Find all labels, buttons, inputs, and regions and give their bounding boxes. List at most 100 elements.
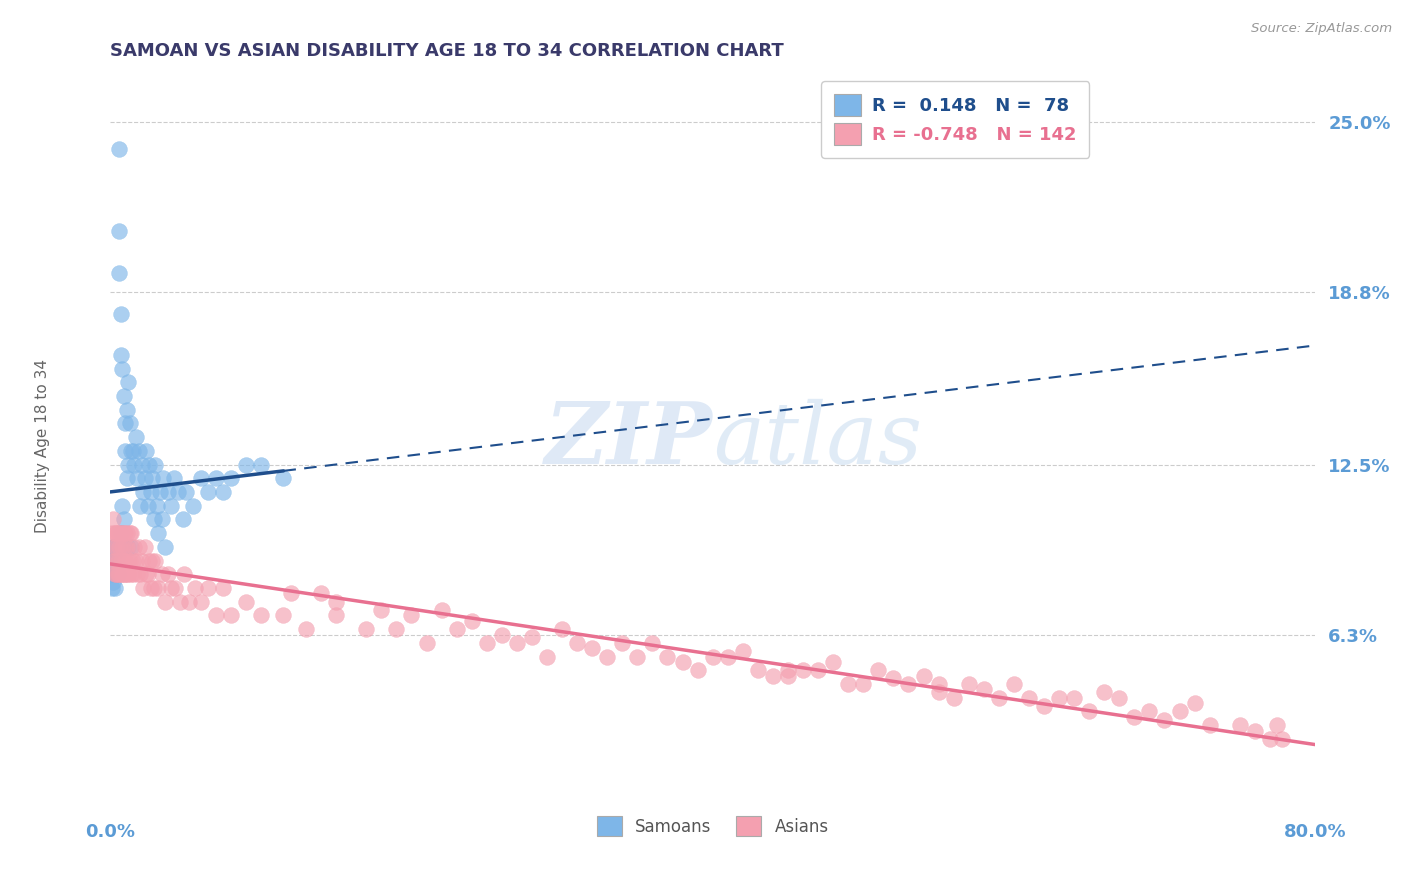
Point	[1153, 713, 1175, 727]
Point	[129, 499, 152, 513]
Text: SAMOAN VS ASIAN DISABILITY AGE 18 TO 34 CORRELATION CHART: SAMOAN VS ASIAN DISABILITY AGE 18 TO 34 …	[110, 42, 785, 60]
Point	[491, 627, 513, 641]
Point	[114, 567, 136, 582]
Point	[110, 348, 132, 362]
Point	[776, 669, 799, 683]
Point	[173, 567, 195, 582]
Point	[105, 567, 128, 582]
Point	[114, 540, 136, 554]
Point	[118, 526, 141, 541]
Point	[115, 471, 138, 485]
Point	[776, 663, 799, 677]
Point	[101, 581, 124, 595]
Point	[1078, 704, 1101, 718]
Point	[325, 608, 347, 623]
Point	[235, 595, 257, 609]
Point	[596, 649, 619, 664]
Point	[104, 567, 127, 582]
Point	[148, 526, 170, 541]
Point	[134, 471, 156, 485]
Point	[118, 417, 141, 431]
Point	[190, 471, 212, 485]
Point	[124, 458, 146, 472]
Point	[110, 307, 132, 321]
Point	[153, 540, 176, 554]
Point	[156, 485, 179, 500]
Point	[110, 526, 132, 541]
Point	[122, 553, 145, 567]
Point	[107, 553, 129, 567]
Point	[973, 682, 995, 697]
Point	[108, 266, 131, 280]
Point	[104, 581, 127, 595]
Point	[107, 526, 129, 541]
Point	[197, 485, 219, 500]
Point	[132, 485, 155, 500]
Point	[118, 553, 141, 567]
Point	[145, 553, 167, 567]
Point	[415, 636, 437, 650]
Point	[107, 567, 129, 582]
Point	[148, 581, 170, 595]
Point	[325, 595, 347, 609]
Point	[103, 575, 125, 590]
Point	[1123, 710, 1146, 724]
Point	[150, 567, 173, 582]
Point	[101, 567, 124, 582]
Point	[131, 458, 153, 472]
Point	[124, 540, 146, 554]
Point	[212, 581, 235, 595]
Point	[112, 389, 135, 403]
Point	[112, 567, 135, 582]
Point	[108, 225, 131, 239]
Point	[103, 559, 125, 574]
Point	[112, 553, 135, 567]
Point	[112, 512, 135, 526]
Point	[250, 608, 273, 623]
Point	[1198, 718, 1220, 732]
Point	[250, 458, 273, 472]
Point	[128, 540, 150, 554]
Point	[107, 548, 129, 562]
Point	[162, 471, 184, 485]
Point	[1063, 690, 1085, 705]
Point	[120, 443, 142, 458]
Point	[117, 567, 139, 582]
Point	[183, 581, 205, 595]
Point	[159, 581, 181, 595]
Point	[219, 471, 242, 485]
Point	[273, 471, 295, 485]
Point	[131, 553, 153, 567]
Point	[101, 553, 124, 567]
Point	[115, 526, 138, 541]
Point	[868, 663, 890, 677]
Point	[762, 669, 785, 683]
Point	[957, 677, 980, 691]
Point	[104, 548, 127, 562]
Point	[897, 677, 920, 691]
Point	[101, 526, 124, 541]
Point	[108, 567, 131, 582]
Point	[120, 540, 142, 554]
Point	[792, 663, 814, 677]
Point	[1033, 698, 1056, 713]
Point	[149, 485, 172, 500]
Point	[120, 526, 142, 541]
Point	[136, 567, 159, 582]
Point	[135, 443, 157, 458]
Point	[167, 485, 190, 500]
Point	[112, 526, 135, 541]
Point	[111, 361, 134, 376]
Point	[657, 649, 679, 664]
Point	[125, 553, 148, 567]
Point	[181, 499, 204, 513]
Point	[165, 581, 187, 595]
Point	[129, 567, 152, 582]
Point	[105, 540, 128, 554]
Point	[169, 595, 191, 609]
Point	[136, 499, 159, 513]
Point	[141, 471, 163, 485]
Point	[105, 526, 128, 541]
Point	[146, 499, 169, 513]
Point	[115, 567, 138, 582]
